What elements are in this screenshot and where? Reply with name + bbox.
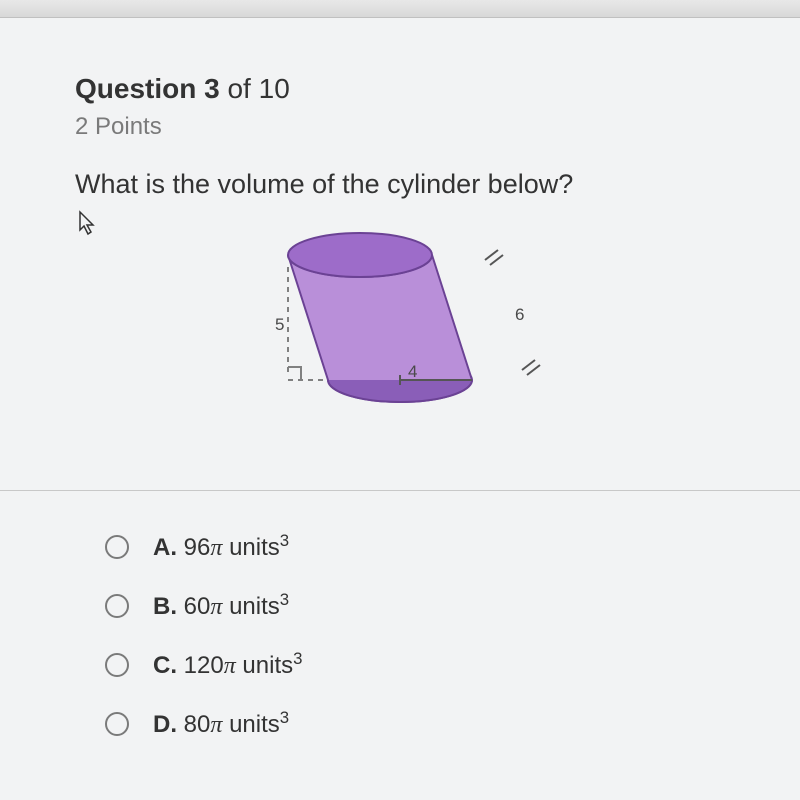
choice-exp: 3	[293, 649, 302, 668]
choice-c[interactable]: C. 120π units3	[105, 649, 800, 680]
choice-value: 96	[184, 534, 211, 561]
question-total: 10	[259, 73, 290, 104]
radio-icon[interactable]	[105, 594, 129, 618]
choice-a[interactable]: A. 96π units3	[105, 531, 800, 562]
question-number: 3	[204, 73, 220, 104]
radius-label: 4	[408, 362, 417, 381]
choice-value: 120	[184, 652, 224, 679]
choice-exp: 3	[280, 531, 289, 550]
choice-unit: units	[236, 652, 293, 679]
choice-label: D. 80π units3	[153, 708, 289, 739]
question-of: of	[220, 73, 259, 104]
window-top-bar	[0, 0, 800, 18]
choice-letter: D.	[153, 711, 177, 738]
question-content: Question 3 of 10 2 Points What is the vo…	[0, 18, 800, 490]
cylinder-figure: 5 4 6	[75, 215, 725, 415]
choice-letter: A.	[153, 534, 177, 561]
choice-b[interactable]: B. 60π units3	[105, 590, 800, 621]
question-points: 2 Points	[75, 113, 725, 141]
slant-label: 6	[515, 305, 524, 324]
choice-unit: units	[222, 711, 279, 738]
choice-exp: 3	[280, 590, 289, 609]
cursor-icon	[78, 210, 98, 243]
choice-unit: units	[222, 593, 279, 620]
height-label: 5	[275, 315, 284, 334]
choice-label: C. 120π units3	[153, 649, 302, 680]
pi-symbol: π	[224, 653, 236, 679]
choice-value: 60	[184, 593, 211, 620]
choice-d[interactable]: D. 80π units3	[105, 708, 800, 739]
choice-value: 80	[184, 711, 211, 738]
choice-exp: 3	[280, 708, 289, 727]
choice-unit: units	[222, 534, 279, 561]
pi-symbol: π	[210, 535, 222, 561]
pi-symbol: π	[210, 594, 222, 620]
question-header: Question 3 of 10	[75, 73, 725, 105]
choice-label: B. 60π units3	[153, 590, 289, 621]
cylinder-svg: 5 4 6	[240, 215, 560, 415]
choice-letter: C.	[153, 652, 177, 679]
radio-icon[interactable]	[105, 653, 129, 677]
question-label-prefix: Question	[75, 73, 204, 104]
radio-icon[interactable]	[105, 535, 129, 559]
choice-label: A. 96π units3	[153, 531, 289, 562]
choice-letter: B.	[153, 593, 177, 620]
pi-symbol: π	[210, 712, 222, 738]
answer-choices: A. 96π units3 B. 60π units3 C. 120π unit…	[0, 491, 800, 739]
question-text: What is the volume of the cylinder below…	[75, 169, 725, 200]
radio-icon[interactable]	[105, 712, 129, 736]
